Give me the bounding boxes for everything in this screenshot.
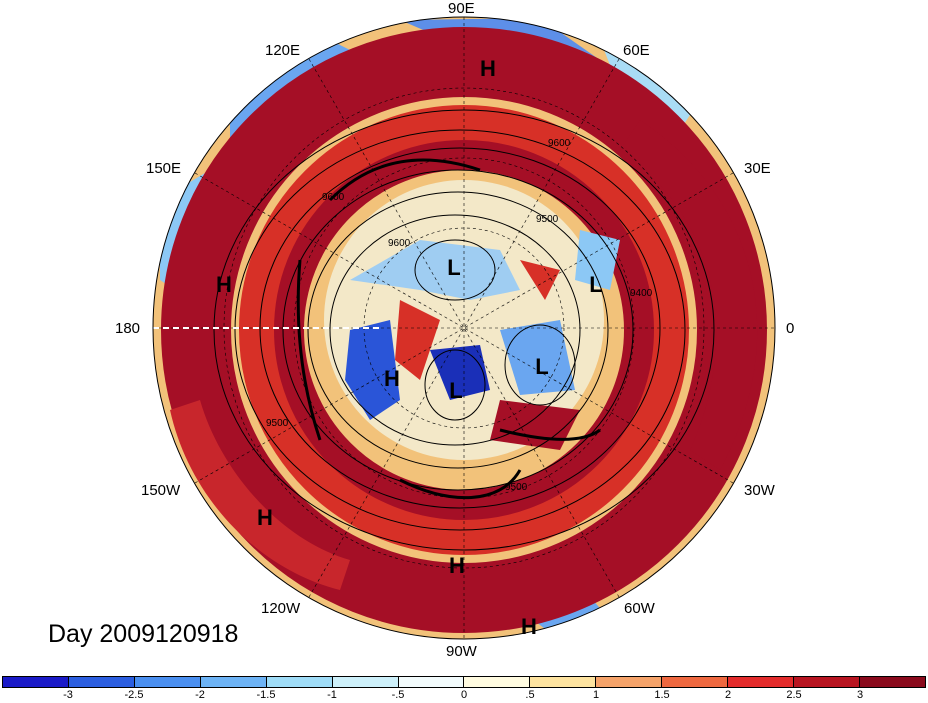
colorbar-tick-label: 1.5 [654, 689, 670, 701]
contour-labels: 9600 9600 9500 9500 9600 9500 9400 [266, 138, 653, 493]
longitude-label-60w: 60W [624, 600, 655, 617]
high-center-label: H [384, 366, 400, 391]
contour-label: 9600 [322, 192, 345, 203]
colorbar-swatch [134, 677, 201, 687]
negative-anomaly-patch [575, 230, 620, 290]
jet-contours [296, 158, 601, 500]
high-center-label: H [216, 272, 232, 297]
negative-anomaly-patch [350, 240, 520, 300]
colorbar-tick-label: -1.5 [256, 689, 276, 701]
pressure-center-labels: H H L L H L L H H H [216, 56, 603, 639]
longitude-label-150w: 150W [141, 482, 181, 499]
contour-label: 9500 [266, 418, 289, 429]
colorbar-tick-label: 2.5 [786, 689, 802, 701]
colorbar-swatch [859, 677, 925, 687]
colorbar-tick-label: -2.5 [124, 689, 144, 701]
high-center-label: H [449, 553, 465, 578]
contour-label: 9500 [505, 482, 528, 493]
colorbar-tick-label: -3 [63, 689, 73, 701]
positive-anomaly-patch [395, 300, 440, 380]
negative-anomaly-patch [500, 320, 575, 395]
longitude-label-120w: 120W [261, 600, 301, 617]
longitude-label-150e: 150E [146, 160, 182, 177]
colorbar-tick-label: -2 [195, 689, 205, 701]
low-center-label: L [449, 378, 462, 403]
colorbar-tick-label: -1 [327, 689, 337, 701]
longitude-label-0: 0 [786, 320, 795, 337]
contour-label: 9500 [536, 214, 559, 225]
colorbar-tick-label: 1 [592, 689, 600, 701]
colorbar-swatch [68, 677, 135, 687]
longitude-label-30w: 30W [744, 482, 775, 499]
colorbar-swatch [728, 677, 795, 687]
colorbar-tick-label: 3 [856, 689, 864, 701]
high-center-label: H [521, 614, 537, 639]
colorbar-swatch [662, 677, 729, 687]
colorbar [2, 676, 926, 688]
longitude-label-60e: 60E [623, 42, 650, 59]
longitude-label-30e: 30E [744, 160, 771, 177]
colorbar-swatch [332, 677, 399, 687]
longitude-label-90w: 90W [446, 643, 477, 660]
positive-anomaly-patch [520, 260, 560, 300]
low-center-label: L [447, 255, 460, 280]
contour-label: 9600 [548, 138, 571, 149]
colorbar-swatch [464, 677, 531, 687]
negative-anomaly-patch [345, 320, 400, 420]
colorbar-swatch [3, 677, 69, 687]
colorbar-swatch [794, 677, 860, 687]
low-center-label: L [535, 354, 548, 379]
contour-label: 9600 [388, 238, 411, 249]
colorbar-swatch [266, 677, 333, 687]
colorbar-labels: -3 -2.5 -2 -1.5 -1 -.5 0 .5 1 1.5 2 2.5 3 [0, 689, 928, 703]
colorbar-tick-label: 2 [724, 689, 732, 701]
positive-anomaly-band [170, 400, 350, 590]
low-center-label: L [589, 272, 602, 297]
negative-anomaly-patch [600, 40, 700, 130]
anomaly-field [153, 17, 775, 639]
colorbar-swatch [398, 677, 465, 687]
longitude-label-90e: 90E [448, 0, 475, 17]
colorbar-swatch [530, 677, 597, 687]
colorbar-swatch [596, 677, 663, 687]
map-title: Day 2009120918 [48, 620, 239, 648]
colorbar-tick-label: -.5 [391, 689, 405, 701]
height-contours [213, 109, 715, 551]
positive-anomaly-patch [490, 400, 580, 450]
contour-label: 9400 [630, 288, 653, 299]
colorbar-swatch [200, 677, 267, 687]
longitude-label-180: 180 [115, 320, 141, 337]
longitude-label-120e: 120E [265, 42, 301, 59]
colorbar-tick-label: 0 [460, 689, 468, 701]
positive-anomaly-band [620, 120, 758, 470]
colorbar-tick-label: .5 [525, 689, 535, 701]
high-center-label: H [480, 56, 496, 81]
high-center-label: H [257, 505, 273, 530]
